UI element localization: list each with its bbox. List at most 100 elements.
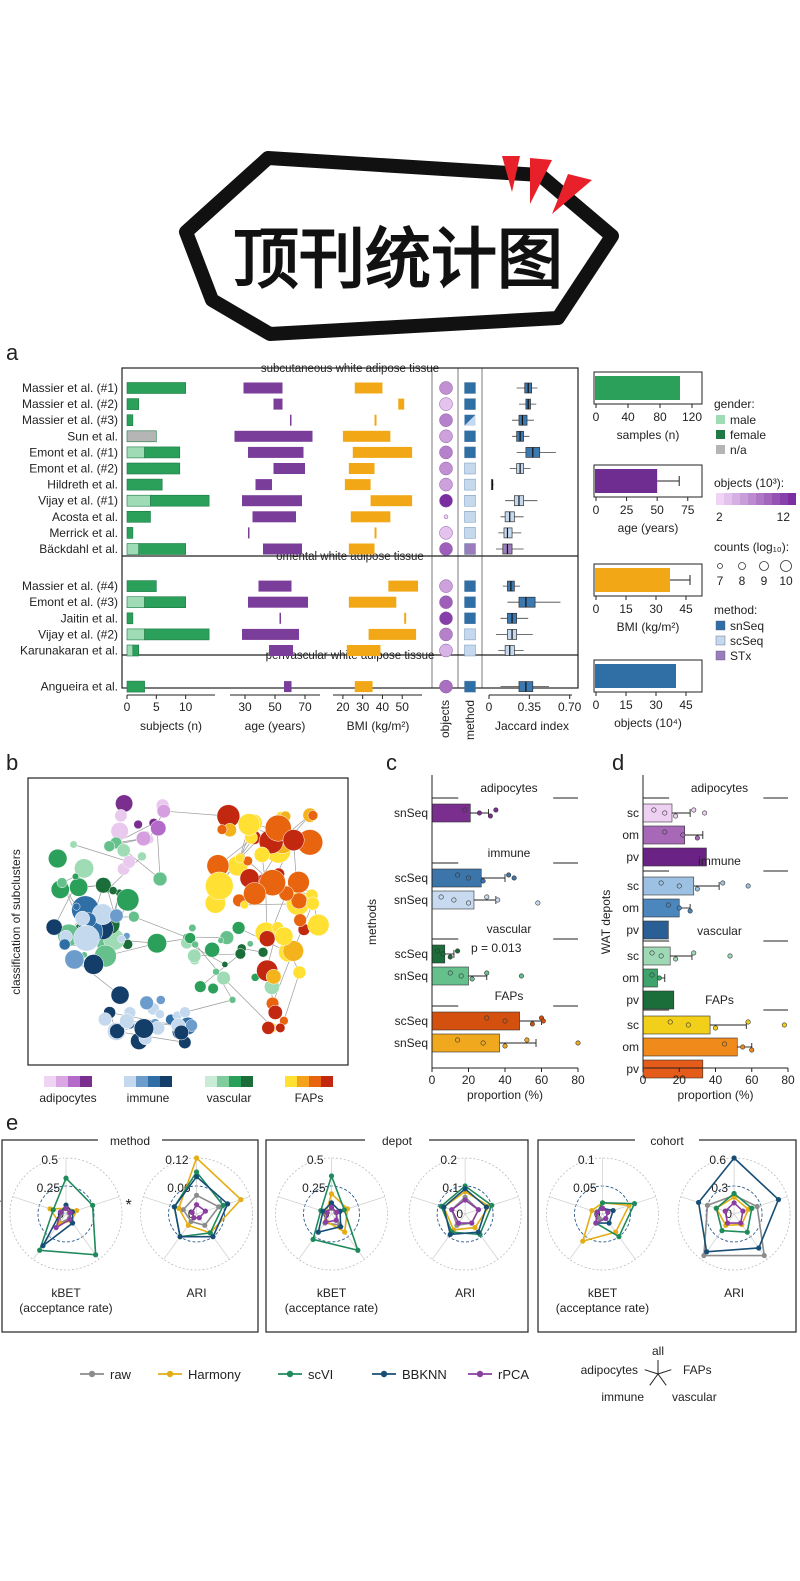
radar-point-rpca xyxy=(190,1210,195,1215)
radar-point-rpca xyxy=(67,1217,72,1222)
network-node xyxy=(283,829,304,850)
panel-label-e: e xyxy=(6,1110,18,1135)
radar-point-bbknn xyxy=(172,1204,177,1209)
radar-tick-label: 0.5 xyxy=(41,1153,58,1167)
bar xyxy=(432,804,470,822)
method-square xyxy=(465,581,476,592)
cluster-legend-swatch xyxy=(136,1076,148,1087)
bar-point xyxy=(496,898,500,902)
axis-tick-label: 30 xyxy=(238,700,252,714)
cluster-legend-swatch xyxy=(160,1076,172,1087)
method-column-title: method xyxy=(463,700,477,740)
bar-point xyxy=(481,1041,485,1045)
bar-point xyxy=(728,954,732,958)
bar-point xyxy=(666,903,670,907)
network-node xyxy=(308,914,330,936)
bar-point xyxy=(466,876,470,880)
radar-chart: 0.50.250*kBET(acceptance rate) xyxy=(0,1153,122,1315)
counts-legend-label: 7 xyxy=(717,574,724,588)
objects-column-title: objects xyxy=(438,700,452,738)
network-node xyxy=(110,909,124,923)
cluster-legend-swatch xyxy=(148,1076,160,1087)
bmi-range-bar xyxy=(343,431,390,442)
radar-point-rpca xyxy=(456,1220,461,1225)
network-node xyxy=(115,809,128,822)
bar xyxy=(643,899,679,917)
radar-point-harmony xyxy=(186,1223,191,1228)
objects-legend-min: 2 xyxy=(716,510,723,524)
radar-point-rpca xyxy=(603,1216,608,1221)
network-node xyxy=(109,887,117,895)
radar-point-harmony xyxy=(176,1206,181,1211)
method-square xyxy=(465,613,476,624)
radar-point-bbknn xyxy=(448,1232,453,1237)
radar-point-bbknn xyxy=(194,1174,199,1179)
bmi-range-bar xyxy=(355,383,383,394)
x-tick-label: 0 xyxy=(429,1073,436,1087)
network-node xyxy=(194,981,206,993)
bar-point xyxy=(435,949,439,953)
y-axis-title: methods xyxy=(365,899,379,945)
study-name: Massier et al. (#4) xyxy=(22,579,118,593)
objects-circle xyxy=(440,430,453,443)
radar-point-rpca xyxy=(593,1220,598,1225)
method-square xyxy=(465,681,476,692)
network-node xyxy=(293,966,306,979)
network-node xyxy=(57,878,67,888)
bmi-range-bar xyxy=(398,399,404,410)
study-name: Massier et al. (#3) xyxy=(22,413,118,427)
bar-point xyxy=(503,1044,507,1048)
radar-point-scvi xyxy=(749,1206,754,1211)
radar-chart-label-line: kBET xyxy=(588,1286,618,1300)
bar xyxy=(643,969,658,987)
summary-bar xyxy=(595,568,670,592)
study-name: Emont et al. (#1) xyxy=(29,445,118,459)
x-tick-label: 80 xyxy=(571,1073,585,1087)
study-row: Angueira et al. xyxy=(41,680,549,694)
age-range-bar xyxy=(290,415,292,426)
cluster-legend-swatch xyxy=(217,1076,229,1087)
bar-point xyxy=(695,836,699,840)
radar-point-raw xyxy=(755,1204,760,1209)
bar-point xyxy=(668,1020,672,1024)
bar-point xyxy=(686,1023,690,1027)
bar-point xyxy=(692,808,696,812)
radar-chart-label-line: (acceptance rate) xyxy=(19,1301,112,1315)
radar-point-rpca xyxy=(68,1210,73,1215)
bar-point xyxy=(688,909,692,913)
subjects-bar-female xyxy=(145,447,180,458)
method-square xyxy=(465,597,476,608)
radar-point-scvi xyxy=(329,1173,334,1178)
radar-point-rpca xyxy=(54,1225,59,1230)
study-row: Massier et al. (#4) xyxy=(22,579,520,593)
bar-group-title: immune xyxy=(488,846,531,860)
cluster-legend-label: vascular xyxy=(207,1091,252,1105)
radar-point-bbknn xyxy=(731,1155,736,1160)
objects-circle xyxy=(440,382,453,395)
radar-point-scvi xyxy=(63,1176,68,1181)
radar-tick-label: 0.6 xyxy=(709,1153,726,1167)
subjects-bar-female xyxy=(127,511,150,522)
bar-label: sc xyxy=(627,949,639,963)
bar-point xyxy=(485,895,489,899)
network-node xyxy=(74,925,100,951)
radar-point-bbknn xyxy=(225,1201,230,1206)
method-legend-label: Harmony xyxy=(188,1367,241,1382)
radar-point-scvi xyxy=(731,1191,736,1196)
counts-legend-circle xyxy=(760,562,769,571)
bmi-range-bar xyxy=(371,495,413,506)
network-node xyxy=(276,1023,285,1032)
study-row: Massier et al. (#2) xyxy=(22,397,536,411)
bar-label: sc xyxy=(627,1018,639,1032)
summary-tick-label: 25 xyxy=(620,503,634,517)
method-legend-dot xyxy=(477,1371,483,1377)
network-node xyxy=(179,1007,190,1018)
x-tick-label: 60 xyxy=(535,1073,549,1087)
bar xyxy=(643,1038,737,1056)
objects-circle xyxy=(440,596,453,609)
objects-circle xyxy=(440,398,453,411)
subjects-bar-female xyxy=(150,495,209,506)
